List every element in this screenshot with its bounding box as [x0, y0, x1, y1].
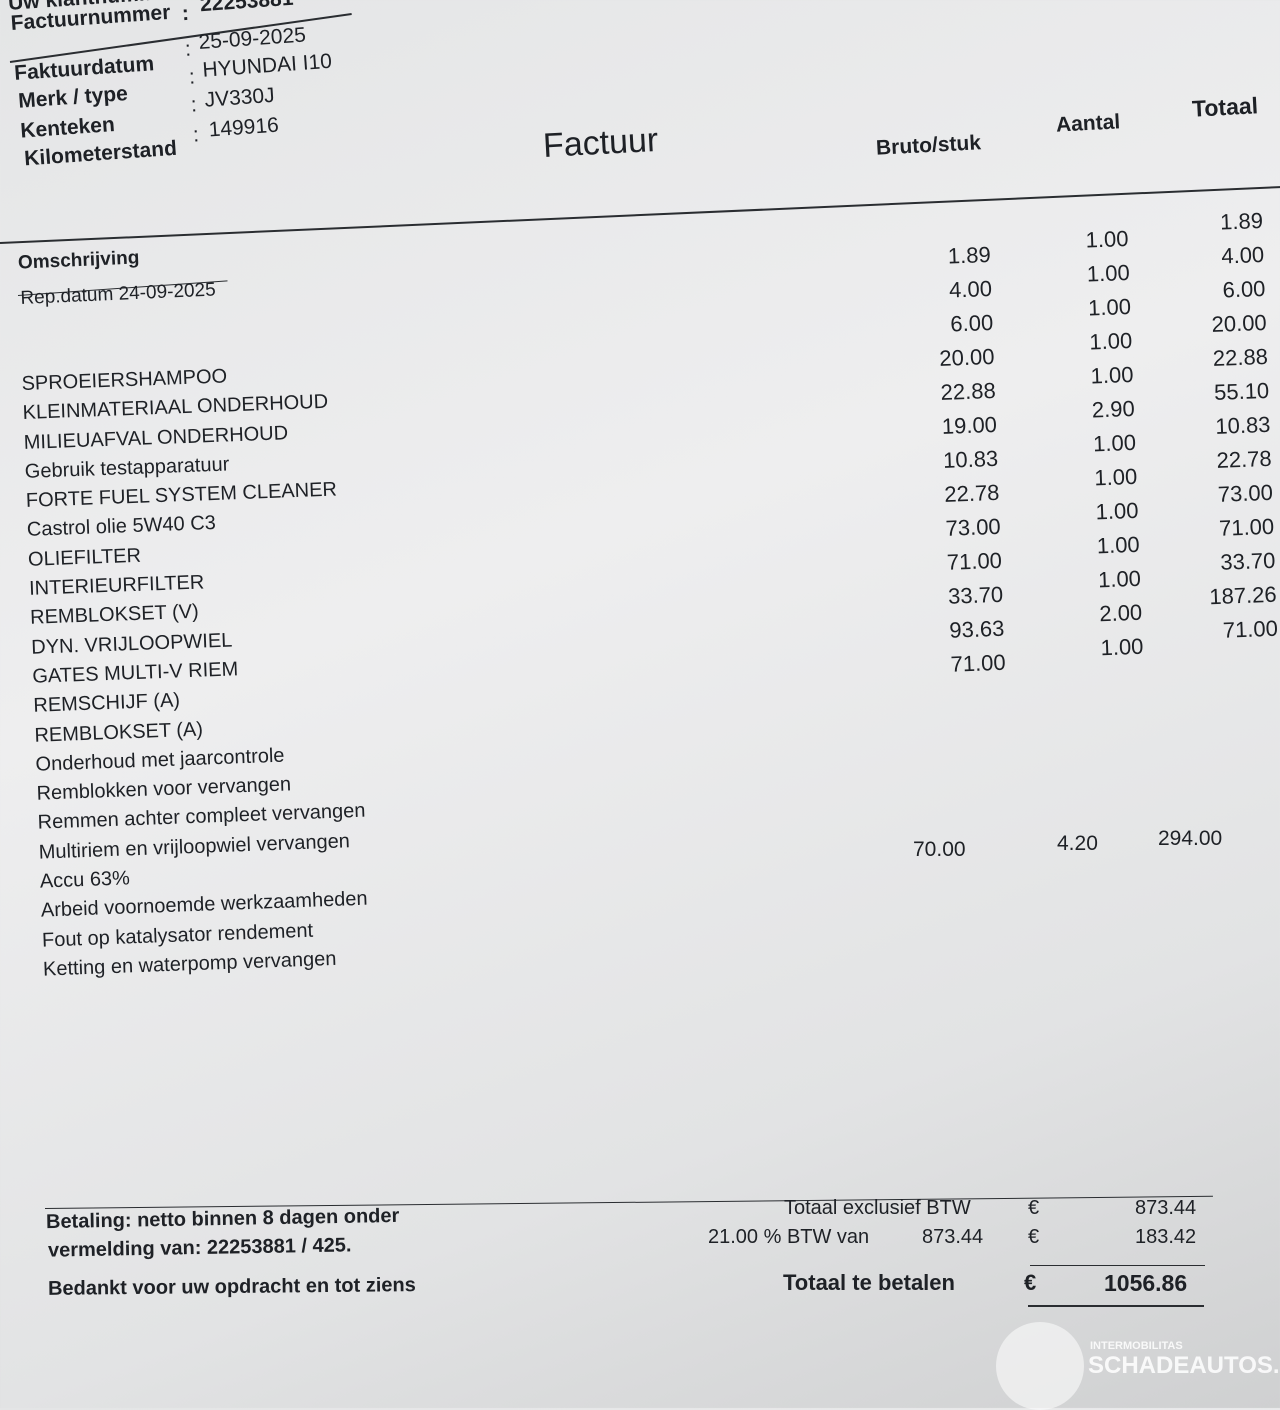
line-item-price: 19.00 [941, 411, 998, 439]
column-description: Omschrijving [17, 247, 140, 274]
line-item-total: 4.00 [1220, 241, 1265, 269]
watermark-brand-text: SCHADEAUTOS.NL [1088, 1352, 1280, 1379]
thank-you-note: Bedankt voor uw opdracht en tot ziens [47, 1274, 416, 1300]
line-item-qty: 1.00 [1086, 259, 1131, 287]
globe-logo-icon [996, 1322, 1084, 1410]
labour-price: 70.00 [913, 838, 966, 861]
line-item-qty: 1.00 [1094, 463, 1138, 491]
line-item-total: 33.70 [1219, 547, 1276, 575]
column-price: Bruto/stuk [875, 131, 982, 160]
invoice-title: Factuur [542, 121, 660, 165]
price-column: 1.89 4.00 6.00 20.00 22.88 19.00 10.83 2… [935, 238, 1006, 682]
separator: : [181, 1, 190, 26]
line-item-price: 22.78 [943, 479, 1000, 507]
subtotal-label: Totaal exclusief BTW [784, 1197, 971, 1219]
line-item-price: 10.83 [942, 445, 999, 473]
total-amount: 1056.86 [1104, 1270, 1188, 1296]
line-item-total: 55.10 [1213, 377, 1270, 405]
invoice-number: 22253881 [199, 0, 295, 17]
currency-symbol: € [1024, 1270, 1037, 1295]
line-item-price: 6.00 [949, 309, 994, 337]
line-item-price: 71.00 [946, 547, 1003, 575]
vat-amount: 183.42 [1135, 1226, 1197, 1248]
field-separator: : [184, 37, 192, 61]
payment-terms-line2: vermelding van: 22253881 / 425. [47, 1234, 352, 1262]
line-item-qty: 1.00 [1087, 293, 1132, 321]
field-label: Merk / type [17, 82, 129, 113]
line-item-price: 22.88 [940, 377, 997, 405]
field-separator: : [190, 93, 198, 117]
column-total: Totaal [1191, 92, 1259, 122]
line-item-price: 1.89 [947, 241, 992, 269]
line-item-price: 33.70 [947, 581, 1004, 609]
subtotal-amount: 873.44 [1135, 1197, 1197, 1219]
line-item-qty: 1.00 [1096, 531, 1141, 559]
make-type: HYUNDAI I10 [201, 49, 333, 82]
line-item-total: 22.88 [1212, 343, 1269, 371]
line-item-price: 71.00 [950, 649, 1007, 677]
line-item-total: 22.78 [1215, 445, 1272, 473]
line-item-qty: 1.00 [1100, 633, 1145, 661]
payment-terms-line1: Betaling: netto binnen 8 dagen onder [45, 1204, 400, 1234]
line-item-total: 20.00 [1210, 309, 1267, 337]
line-item-total: 71.00 [1222, 615, 1279, 643]
line-item-total: 6.00 [1221, 275, 1266, 303]
line-item-price: 93.63 [948, 615, 1005, 643]
odometer: 149916 [207, 113, 280, 142]
labour-qty: 4.20 [1057, 832, 1098, 855]
line-item-total: 187.26 [1208, 581, 1277, 610]
repair-date: Rep.datum 24-09-2025 [20, 279, 217, 309]
line-item-qty: 1.00 [1085, 225, 1130, 253]
line-item-qty: 1.00 [1097, 565, 1142, 593]
line-item-qty: 1.00 [1095, 497, 1140, 525]
currency-symbol: € [1028, 1197, 1040, 1219]
line-item-qty: 2.00 [1099, 599, 1143, 627]
line-item-total: 10.83 [1214, 411, 1271, 439]
total-label: Totaal te betalen [783, 1270, 955, 1295]
field-label: Kilometerstand [23, 136, 178, 171]
line-item-total: 71.00 [1218, 513, 1275, 541]
watermark-small-text: INTERMOBILITAS [1090, 1340, 1183, 1352]
line-item-qty: 1.00 [1089, 327, 1133, 355]
line-item-qty: 1.00 [1092, 429, 1137, 457]
vat-label: 21.00 % BTW van [708, 1226, 870, 1248]
currency-symbol: € [1028, 1226, 1040, 1248]
line-item-price: 4.00 [948, 275, 993, 303]
labour-total: 294.00 [1158, 827, 1223, 850]
total-column: 1.89 4.00 6.00 20.00 22.88 55.10 10.83 2… [1195, 204, 1278, 648]
license-plate: JV330J [203, 83, 276, 112]
line-item-qty: 1.00 [1090, 361, 1135, 389]
qty-column: 1.00 1.00 1.00 1.00 1.00 2.90 1.00 1.00 … [1085, 222, 1144, 665]
field-label: Faktuurdatum [13, 52, 155, 85]
vat-base: 873.44 [922, 1226, 984, 1248]
line-item-qty: 2.90 [1091, 395, 1136, 423]
description-list: SPROEIERSHAMPOO KLEINMATERIAAL ONDERHOUD… [20, 328, 371, 985]
total-divider [1030, 1265, 1205, 1266]
column-qty: Aantal [1055, 110, 1121, 137]
line-item-price: 20.00 [938, 343, 995, 371]
invoice-date: 25-09-2025 [197, 23, 307, 54]
total-underline [1028, 1305, 1204, 1307]
field-separator: : [192, 123, 200, 147]
line-item-total: 1.89 [1219, 207, 1264, 235]
line-item-total: 73.00 [1217, 479, 1274, 507]
field-label: Kenteken [19, 113, 116, 143]
vehicle-fields: Faktuurdatum Merk / type Kenteken Kilome… [12, 12, 421, 190]
field-separator: : [188, 65, 196, 89]
line-item-price: 73.00 [945, 513, 1002, 541]
